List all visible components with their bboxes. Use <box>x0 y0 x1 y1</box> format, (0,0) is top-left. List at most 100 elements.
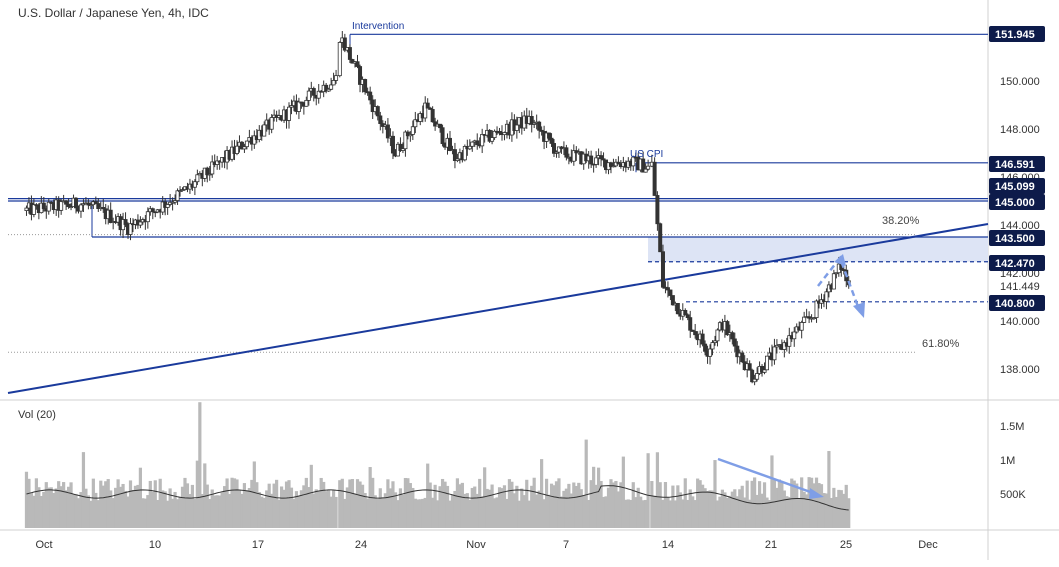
volume-bar <box>589 480 593 528</box>
candle-body <box>101 207 106 210</box>
volume-bar <box>388 488 393 528</box>
volume-bar <box>161 490 165 528</box>
candle-body <box>665 287 670 291</box>
volume-bar <box>596 467 601 528</box>
volume-bar <box>641 500 645 528</box>
us-cpi-label: US CPI <box>630 149 663 160</box>
candle-body <box>571 150 576 162</box>
volume-bar <box>131 489 135 528</box>
candle-body <box>88 204 93 207</box>
price-axis: 138.000140.000142.000144.000146.000148.0… <box>1000 76 1040 376</box>
date-tick-label: 21 <box>765 539 777 551</box>
candle-body <box>732 338 737 347</box>
candle-body <box>123 219 128 225</box>
candle-body <box>762 369 767 373</box>
candle-body <box>78 204 83 212</box>
volume-bar <box>728 495 732 528</box>
candle-body <box>438 123 443 129</box>
volume-bar <box>708 490 712 528</box>
volume-bar <box>473 486 477 528</box>
price-tag-label: 140.800 <box>995 298 1035 310</box>
volume-bar <box>577 482 581 528</box>
volume-bar <box>460 482 464 528</box>
volume-bar <box>500 488 504 528</box>
volume-bar <box>753 477 757 528</box>
volume-bar <box>62 482 66 528</box>
ascending-trendline[interactable] <box>7 223 989 394</box>
volume-bar <box>386 479 390 528</box>
candle-body <box>287 106 292 121</box>
date-tick-label: 24 <box>355 539 367 551</box>
candle-body <box>195 174 200 183</box>
candle-body <box>529 116 534 125</box>
candle-body <box>799 322 804 331</box>
volume-bar <box>193 498 197 528</box>
volume-bar <box>458 484 462 528</box>
volume-bar <box>345 487 349 528</box>
volume-bar <box>433 484 437 528</box>
volume-bar <box>123 490 128 528</box>
candle-body <box>755 373 760 380</box>
volume-bar <box>114 487 118 528</box>
chart-title: U.S. Dollar / Japanese Yen, 4h, IDC <box>18 6 209 20</box>
candle-body <box>347 47 352 60</box>
price-tick-label: 148.000 <box>1000 124 1040 136</box>
volume-bar <box>109 490 113 528</box>
volume-bar <box>535 494 539 528</box>
candle-body <box>812 317 817 320</box>
volume-bar <box>297 496 301 528</box>
volume-bar <box>465 493 469 528</box>
intervention-label: Intervention <box>352 21 404 32</box>
volume-bar <box>66 486 71 528</box>
candle-body <box>244 140 249 148</box>
candle-body <box>824 291 829 302</box>
volume-bar <box>69 482 73 528</box>
candle-body <box>311 88 316 96</box>
volume-bar <box>418 499 422 528</box>
projection-arrowhead <box>853 302 865 318</box>
volume-bar <box>718 496 722 528</box>
volume-bar <box>235 479 239 528</box>
volume-bar <box>735 496 739 528</box>
candle-body <box>452 149 457 161</box>
candle-body <box>428 107 433 110</box>
volume-bar <box>646 453 650 528</box>
volume-bar <box>572 482 576 528</box>
date-axis: Oct 10 17 24 Nov 7 14 21 25 Dec <box>35 539 938 551</box>
volume-bar <box>676 485 680 528</box>
volume-bar <box>371 477 375 528</box>
candle-body <box>234 145 239 154</box>
candle-body <box>537 121 542 131</box>
candle-body <box>170 201 175 204</box>
candle-body <box>86 202 91 206</box>
volume-bar <box>64 490 68 528</box>
volume-bar <box>609 479 613 528</box>
volume-bar <box>765 497 769 528</box>
candle-body <box>608 162 613 167</box>
volume-bar <box>401 494 405 528</box>
volume-bar <box>478 478 482 528</box>
volume-bar <box>814 477 819 528</box>
volume-bar <box>421 498 425 528</box>
volume-bar <box>686 499 690 528</box>
volume-bar <box>208 499 212 528</box>
candle-body <box>703 343 708 352</box>
volume-bar <box>128 480 133 528</box>
candle-body <box>69 206 74 208</box>
volume-bar <box>544 478 549 528</box>
volume-bar <box>492 498 497 528</box>
volume-bar <box>411 487 415 528</box>
volume-bar <box>396 500 400 528</box>
volume-bar <box>740 485 744 528</box>
volume-bar <box>42 491 46 528</box>
candle-body <box>331 80 336 86</box>
volume-bar <box>136 484 140 528</box>
candle-body <box>425 102 430 109</box>
volume-bar <box>423 497 427 528</box>
candle-body <box>334 75 339 81</box>
candle-body <box>296 101 301 112</box>
candle-body <box>316 90 321 99</box>
candle-body <box>306 90 311 101</box>
volume-bar <box>619 482 623 528</box>
